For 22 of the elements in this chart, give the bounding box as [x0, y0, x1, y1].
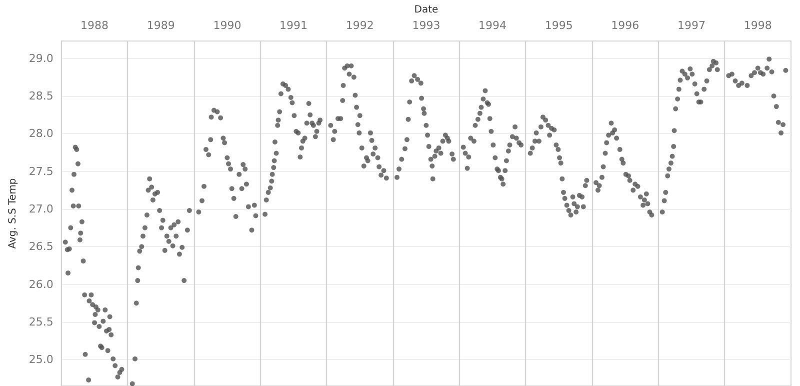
y-tick-label: 26.5	[28, 240, 54, 254]
y-tick-label: 26.0	[28, 278, 54, 291]
x-tick-label: 1989	[146, 19, 175, 32]
x-tick-label: 1991	[280, 19, 308, 32]
y-axis-title: Avg. S.S Temp	[8, 178, 18, 249]
x-tick-label: 1988	[80, 19, 109, 32]
y-tick-label: 28.0	[28, 127, 54, 140]
y-tick-label: 25.5	[28, 315, 54, 328]
x-tick-label: 1996	[611, 19, 640, 32]
x-axis-title: Date	[414, 4, 438, 16]
y-tick-label: 27.5	[28, 164, 54, 178]
y-tick-label: 25.0	[28, 353, 54, 366]
y-tick-label: 29.0	[28, 52, 54, 65]
x-tick-label: 1993	[412, 19, 440, 32]
x-tick-label: 1997	[678, 19, 706, 32]
x-tick-label: 1990	[213, 19, 242, 32]
x-tick-label: 1994	[478, 19, 507, 32]
x-tick-label: 1998	[744, 19, 772, 32]
x-tick-label: 1995	[544, 19, 573, 32]
x-tick-label: 1992	[346, 19, 374, 32]
y-tick-label: 27.0	[28, 202, 54, 216]
y-tick-label: 28.5	[28, 89, 54, 102]
